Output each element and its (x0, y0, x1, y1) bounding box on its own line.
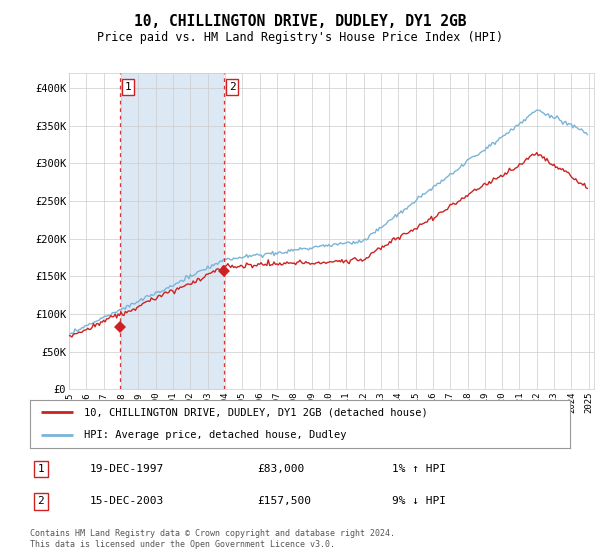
Text: £83,000: £83,000 (257, 464, 304, 474)
Text: 10, CHILLINGTON DRIVE, DUDLEY, DY1 2GB: 10, CHILLINGTON DRIVE, DUDLEY, DY1 2GB (134, 14, 466, 29)
Text: 19-DEC-1997: 19-DEC-1997 (89, 464, 164, 474)
Text: HPI: Average price, detached house, Dudley: HPI: Average price, detached house, Dudl… (84, 430, 347, 440)
Text: £157,500: £157,500 (257, 496, 311, 506)
Text: 10, CHILLINGTON DRIVE, DUDLEY, DY1 2GB (detached house): 10, CHILLINGTON DRIVE, DUDLEY, DY1 2GB (… (84, 407, 428, 417)
Text: 2: 2 (37, 496, 44, 506)
Text: 1% ↑ HPI: 1% ↑ HPI (392, 464, 446, 474)
Text: Contains HM Land Registry data © Crown copyright and database right 2024.
This d: Contains HM Land Registry data © Crown c… (30, 529, 395, 549)
Text: 2: 2 (229, 82, 236, 92)
Text: 1: 1 (37, 464, 44, 474)
Text: 1: 1 (125, 82, 131, 92)
Text: Price paid vs. HM Land Registry's House Price Index (HPI): Price paid vs. HM Land Registry's House … (97, 31, 503, 44)
Text: 9% ↓ HPI: 9% ↓ HPI (392, 496, 446, 506)
Text: 15-DEC-2003: 15-DEC-2003 (89, 496, 164, 506)
